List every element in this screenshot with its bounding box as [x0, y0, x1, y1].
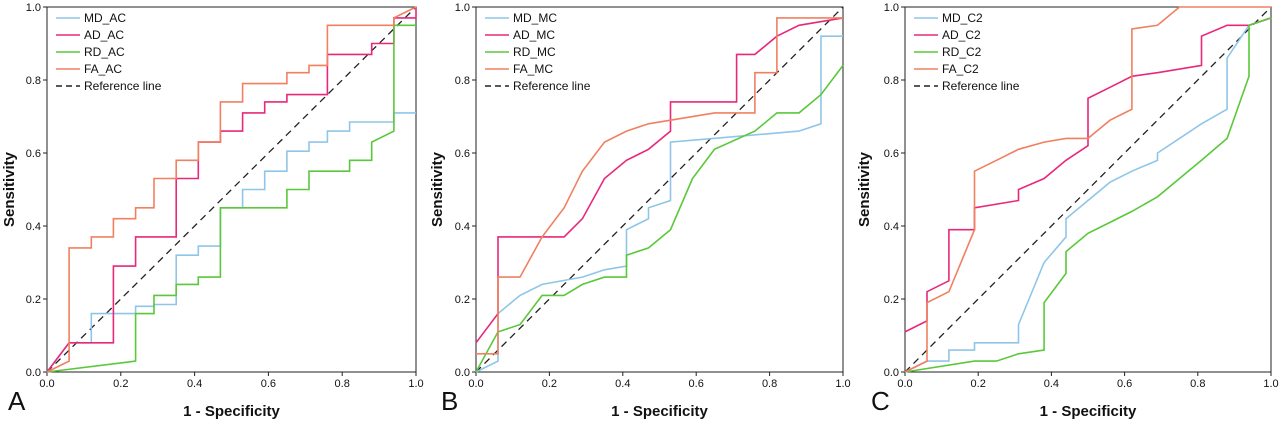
series-line-rd-ac [46, 24, 416, 373]
legend-b: MD_MC AD_MC RD_MC FA_MC Reference line [485, 11, 591, 93]
series-line-md-ac [46, 112, 416, 373]
x-tick-label-c: 0.6 [1117, 378, 1132, 390]
y-tick-label-c: 0.6 [884, 148, 899, 160]
roc-panel-b: B 1 - Specificity Sensitivity 0.0 0.2 0.4 0… [429, 2, 851, 420]
panel-label-b: B [441, 386, 458, 416]
y-tick-label-c: 0.8 [884, 75, 899, 87]
legend-label-a: AD_AC [84, 28, 124, 42]
y-tick-label-a: 1.0 [26, 2, 41, 14]
legend-label-b: FA_MC [513, 62, 553, 76]
y-tick-label-b: 0.0 [455, 367, 470, 379]
x-tick-label-b: 0.0 [468, 378, 483, 390]
series-line-fa-ac [46, 6, 417, 373]
x-tick-label-c: 0.4 [1044, 378, 1059, 390]
y-tick-label-b: 0.4 [455, 221, 470, 233]
reference-line-b [475, 6, 844, 373]
x-tick-label-c: 0.8 [1190, 378, 1205, 390]
x-tick-label-b: 0.8 [762, 378, 777, 390]
y-tick-label-a: 0.2 [26, 294, 41, 306]
plot-frame-c [904, 6, 1272, 373]
series-line-fa-mc [476, 17, 843, 355]
series-line-md-mc [475, 35, 843, 373]
plot-frame-b [475, 6, 844, 373]
y-tick-label-b: 0.6 [455, 148, 470, 160]
legend-label-a: RD_AC [84, 45, 125, 59]
legend-c: MD_C2 AD_C2 RD_C2 FA_C2 Reference line [914, 11, 1020, 93]
x-tick-label-c: 1.0 [1263, 378, 1278, 390]
y-tick-label-b: 0.8 [455, 75, 470, 87]
series-line-ad-mc [475, 17, 844, 344]
x-tick-label-a: 1.0 [408, 378, 423, 390]
series-line-ad-ac [46, 7, 417, 373]
x-tick-label-b: 0.2 [542, 378, 557, 390]
legend-label-c: RD_C2 [942, 45, 982, 59]
x-tick-label-b: 0.6 [689, 378, 704, 390]
series-line-rd-mc [475, 64, 844, 373]
y-axis-title-a: Sensitivity [1, 151, 18, 227]
y-tick-label-a: 0.4 [26, 221, 41, 233]
x-axis-title-b: 1 - Specificity [611, 403, 708, 420]
series-line-fa-c2 [904, 6, 1271, 373]
legend-label-c: MD_C2 [942, 11, 983, 25]
legend-label-b: RD_MC [513, 45, 556, 59]
plot-frame-a [46, 6, 417, 373]
x-tick-label-a: 0.6 [261, 378, 276, 390]
x-tick-label-a: 0.2 [113, 378, 128, 390]
legend-label-b: MD_MC [513, 11, 557, 25]
y-tick-label-c: 0.2 [884, 294, 899, 306]
legend-label-c: FA_C2 [942, 62, 979, 76]
legend-label-c: Reference line [942, 79, 1020, 93]
y-axis-title-b: Sensitivity [429, 151, 446, 227]
legend-a: MD_AC AD_AC RD_AC FA_AC Reference line [56, 11, 162, 93]
y-axis-title-c: Sensitivity [856, 151, 873, 227]
x-tick-label-a: 0.4 [187, 378, 202, 390]
x-tick-label-c: 0.0 [897, 378, 912, 390]
reference-line-a [46, 6, 417, 373]
legend-label-b: AD_MC [513, 28, 555, 42]
legend-label-a: FA_AC [84, 62, 122, 76]
y-tick-label-a: 0.8 [26, 75, 41, 87]
x-tick-label-a: 0.8 [335, 378, 350, 390]
legend-label-c: AD_C2 [942, 28, 981, 42]
panel-label-c: C [871, 386, 890, 416]
y-tick-label-a: 0.6 [26, 148, 41, 160]
y-tick-label-b: 0.2 [455, 294, 470, 306]
y-tick-label-b: 1.0 [455, 2, 470, 14]
series-line-rd-c2 [904, 17, 1272, 373]
x-tick-label-c: 0.2 [971, 378, 986, 390]
x-tick-label-b: 0.4 [615, 378, 630, 390]
roc-panel-c: C 1 - Specificity Sensitivity 0.0 0.2 0.4 0… [856, 2, 1279, 420]
x-axis-title-c: 1 - Specificity [1040, 403, 1137, 420]
legend-label-b: Reference line [513, 79, 591, 93]
panel-label-a: A [8, 386, 26, 416]
y-tick-label-c: 0.4 [884, 221, 899, 233]
y-tick-label-a: 0.0 [26, 367, 41, 379]
reference-line-c [904, 6, 1272, 373]
y-tick-label-c: 0.0 [884, 367, 899, 379]
x-tick-label-b: 1.0 [835, 378, 850, 390]
x-tick-label-a: 0.0 [39, 378, 54, 390]
series-line-ad-c2 [904, 17, 1272, 333]
y-tick-label-c: 1.0 [884, 2, 899, 14]
x-axis-title-a: 1 - Specificity [183, 403, 280, 420]
roc-panel-a: A 1 - Specificity Sensitivity 0.0 0.2 0.4 0… [1, 2, 424, 420]
legend-label-a: MD_AC [84, 11, 126, 25]
series-line-md-c2 [904, 17, 1272, 373]
legend-label-a: Reference line [84, 79, 162, 93]
